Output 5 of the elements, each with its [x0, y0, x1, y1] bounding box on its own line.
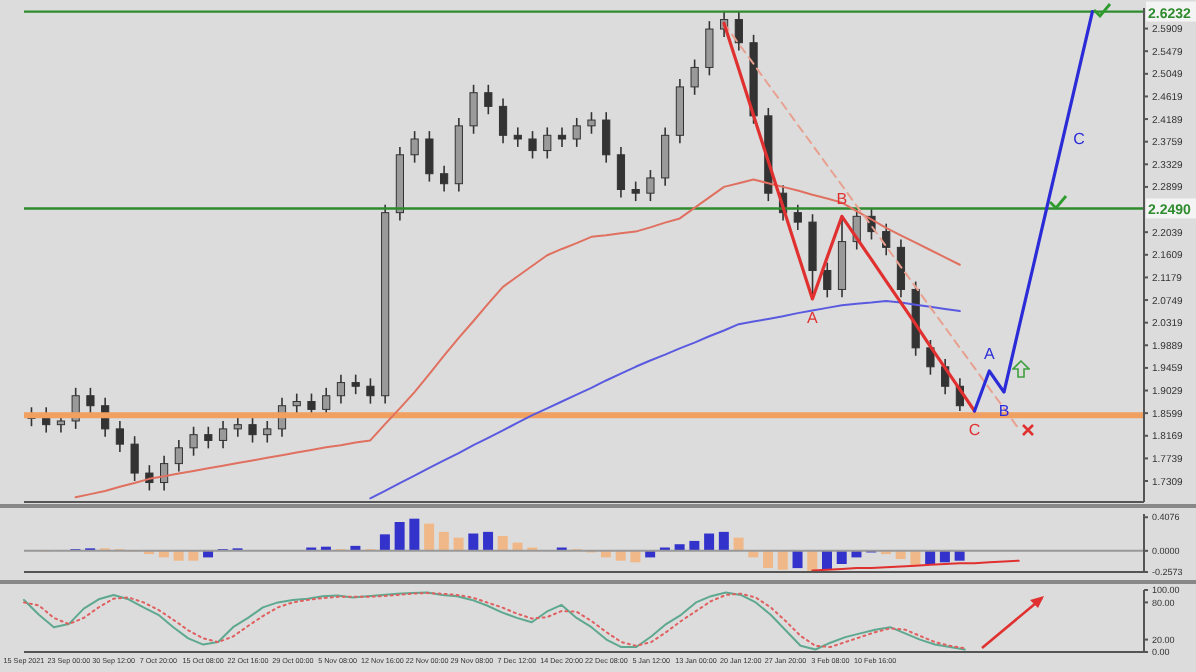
data-label: C [968, 420, 981, 439]
data-label: A [807, 308, 820, 327]
data-label: B [998, 402, 1010, 421]
data-label: A [983, 345, 996, 363]
data-label: C [1073, 130, 1086, 149]
